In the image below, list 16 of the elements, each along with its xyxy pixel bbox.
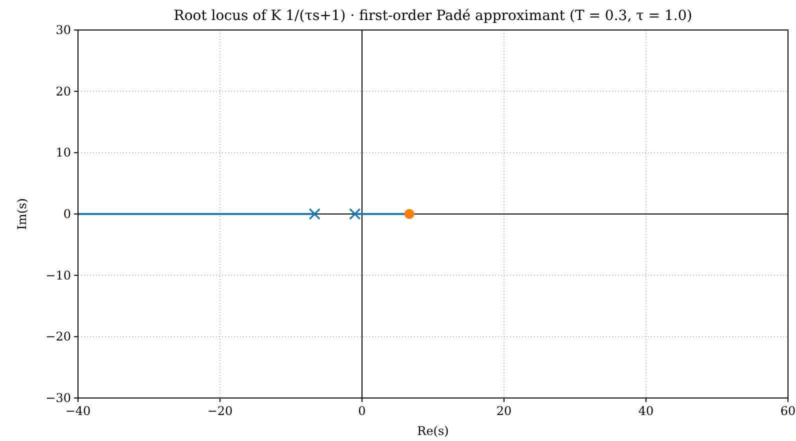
- y-tick-label: 10: [56, 146, 71, 160]
- y-tick-label: −20: [46, 330, 71, 344]
- x-tick-label: 40: [638, 404, 654, 418]
- x-tick-label: 20: [496, 404, 512, 418]
- y-tick-label: −10: [46, 268, 71, 282]
- y-tick-label: −30: [46, 391, 71, 405]
- x-tick-label: 60: [780, 404, 796, 418]
- x-tick-label: −20: [207, 404, 233, 418]
- chart-title: Root locus of K 1/(τs+1) · first-order Padé approximant (T = 0.3, τ = 1.0): [174, 8, 692, 24]
- x-axis-title: Re(s): [417, 424, 449, 438]
- y-tick-label: 30: [56, 23, 71, 37]
- y-axis-title: Im(s): [15, 198, 29, 230]
- y-tick-label: 0: [63, 207, 71, 221]
- y-tick-label: 20: [56, 84, 71, 98]
- x-tick-label: 0: [358, 404, 366, 418]
- x-tick-label: −40: [65, 404, 91, 418]
